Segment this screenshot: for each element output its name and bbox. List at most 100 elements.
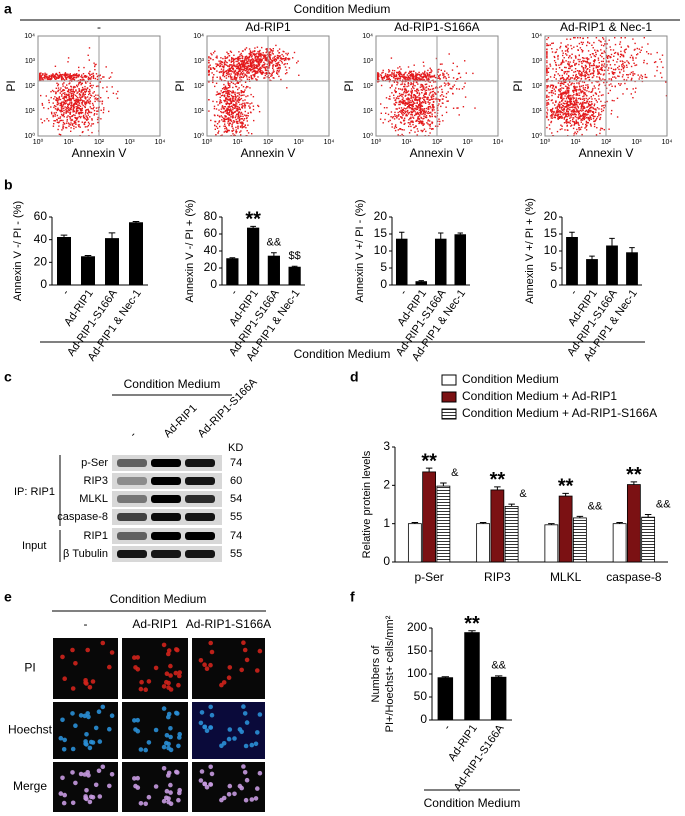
event-dot (578, 70, 580, 72)
event-dot (624, 37, 626, 39)
event-dot (91, 131, 93, 134)
event-dot (556, 48, 558, 51)
event-dot (417, 104, 420, 107)
event-dot (258, 52, 260, 54)
event-dot (566, 54, 568, 56)
y-tick-label: 15 (544, 226, 558, 240)
event-dot (434, 92, 436, 94)
event-dot (43, 120, 46, 122)
event-dot (594, 87, 596, 89)
event-dot (70, 122, 72, 124)
event-dot (240, 113, 242, 115)
event-dot (232, 57, 234, 60)
blot-band (151, 513, 181, 521)
event-dot (88, 101, 90, 103)
event-dot (216, 76, 218, 78)
event-dot (560, 97, 562, 99)
event-dot (62, 121, 65, 124)
event-dot (595, 109, 597, 111)
event-dot (550, 99, 553, 102)
event-dot (441, 98, 444, 100)
event-dot (400, 94, 402, 96)
event-dot (653, 61, 656, 64)
event-dot (604, 40, 606, 42)
blot-band (117, 532, 147, 540)
event-dot (557, 117, 559, 119)
event-dot (234, 107, 236, 109)
event-dot (565, 78, 568, 81)
event-dot (245, 115, 247, 117)
event-dot (68, 109, 71, 112)
event-dot (390, 57, 393, 59)
event-dot (421, 79, 423, 81)
event-dot (220, 108, 223, 110)
event-dot (233, 134, 236, 136)
event-dot (644, 73, 646, 76)
event-dot (599, 91, 601, 93)
event-dot (404, 102, 406, 105)
event-dot (621, 76, 624, 78)
event-dot (266, 69, 268, 72)
cell-nucleus (176, 797, 181, 803)
cell-nucleus (176, 743, 181, 749)
event-dot (227, 109, 229, 111)
event-dot (385, 75, 388, 77)
event-dot (237, 112, 240, 114)
event-dot (64, 93, 66, 96)
event-dot (429, 88, 432, 91)
event-dot (563, 61, 565, 63)
event-dot (411, 91, 413, 93)
event-dot (252, 50, 254, 53)
y-tick-label: 60 (204, 226, 218, 240)
bar (490, 489, 505, 563)
error-bar (271, 252, 277, 257)
event-dot (432, 128, 434, 130)
event-dot (57, 87, 60, 89)
event-dot (578, 92, 580, 94)
row-label: PI (24, 661, 35, 675)
event-dot (438, 100, 441, 102)
event-dot (223, 67, 225, 69)
event-dot (607, 69, 609, 71)
event-dot (456, 107, 458, 109)
event-dot (71, 124, 74, 126)
event-dot (59, 89, 61, 91)
event-dot (72, 108, 75, 111)
event-dot (218, 120, 221, 122)
event-dot (433, 81, 435, 83)
event-dot (570, 65, 573, 67)
x-axis-label: Annexin V (410, 146, 465, 160)
cell-nucleus (161, 706, 167, 711)
event-dot (438, 103, 440, 105)
cell-nucleus (70, 647, 75, 653)
event-dot (257, 63, 259, 66)
event-dot (588, 110, 590, 112)
event-dot (64, 76, 67, 78)
event-dot (576, 110, 579, 113)
event-dot (424, 112, 426, 114)
event-dot (616, 116, 619, 118)
cell-nucleus (58, 791, 64, 796)
cell-nucleus (226, 792, 232, 797)
event-dot (232, 99, 234, 101)
event-dot (388, 70, 391, 72)
event-dot (414, 131, 416, 133)
event-dot (78, 125, 80, 128)
event-dot (46, 73, 48, 75)
event-dot (243, 69, 245, 71)
event-dot (55, 97, 58, 99)
event-dot (235, 85, 237, 88)
event-dot (243, 60, 245, 62)
event-dot (236, 109, 239, 111)
cell-nucleus (135, 655, 140, 660)
event-dot (429, 92, 431, 94)
event-dot (265, 51, 267, 54)
event-dot (644, 76, 646, 78)
event-dot (216, 64, 218, 66)
event-dot (583, 105, 585, 108)
y-axis-label: Numbers of (370, 645, 382, 703)
bar (612, 523, 627, 563)
event-dot (592, 107, 594, 109)
event-dot (253, 70, 255, 72)
event-dot (61, 110, 64, 112)
